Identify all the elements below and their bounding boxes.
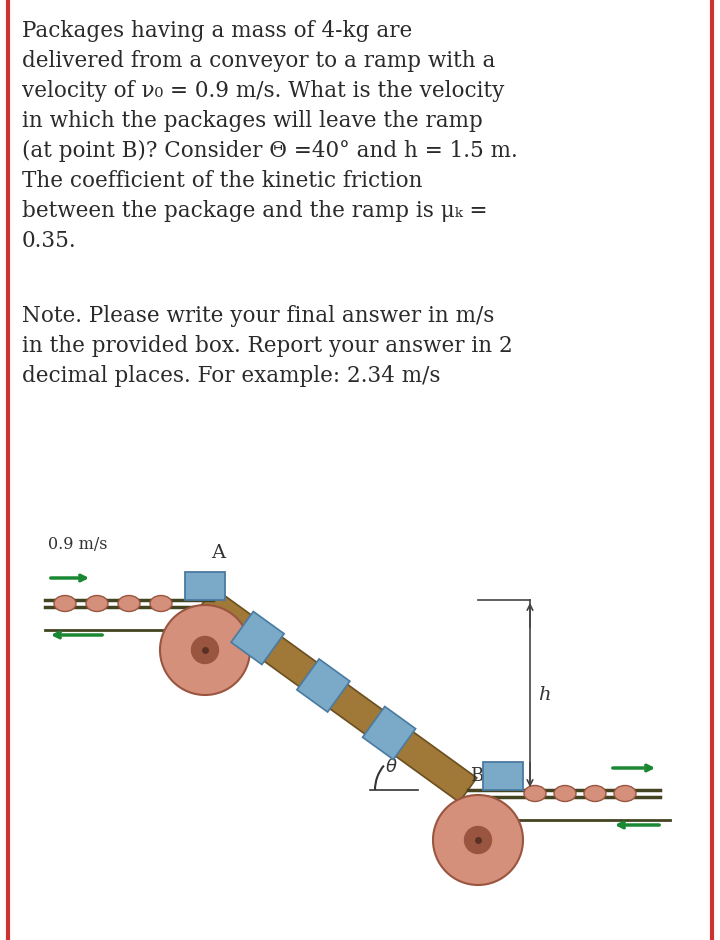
Ellipse shape <box>524 786 546 802</box>
Ellipse shape <box>150 596 172 612</box>
Ellipse shape <box>614 786 636 802</box>
Circle shape <box>192 636 218 664</box>
Text: B: B <box>470 767 483 785</box>
Ellipse shape <box>118 596 140 612</box>
Text: A: A <box>211 544 225 562</box>
Ellipse shape <box>584 786 606 802</box>
Circle shape <box>160 605 250 695</box>
Text: in which the packages will leave the ramp: in which the packages will leave the ram… <box>22 110 482 132</box>
Text: 0.35.: 0.35. <box>22 230 76 252</box>
Polygon shape <box>185 572 225 600</box>
Circle shape <box>464 826 492 854</box>
Polygon shape <box>197 588 477 802</box>
Text: $\theta$: $\theta$ <box>384 758 397 776</box>
Text: in the provided box. Report your answer in 2: in the provided box. Report your answer … <box>22 335 513 357</box>
Text: decimal places. For example: 2.34 m/s: decimal places. For example: 2.34 m/s <box>22 365 441 387</box>
Text: between the package and the ramp is μₖ =: between the package and the ramp is μₖ = <box>22 200 487 222</box>
Ellipse shape <box>86 596 108 612</box>
Text: Note. Please write your final answer in m/s: Note. Please write your final answer in … <box>22 305 495 327</box>
Text: delivered from a conveyor to a ramp with a: delivered from a conveyor to a ramp with… <box>22 50 495 72</box>
Text: velocity of ν₀ = 0.9 m/s. What is the velocity: velocity of ν₀ = 0.9 m/s. What is the ve… <box>22 80 505 102</box>
Text: (at point B)? Consider Θ =40° and h = 1.5 m.: (at point B)? Consider Θ =40° and h = 1.… <box>22 140 518 162</box>
Text: Packages having a mass of 4-kg are: Packages having a mass of 4-kg are <box>22 20 413 42</box>
Polygon shape <box>231 612 284 665</box>
Polygon shape <box>363 707 415 760</box>
Text: The coefficient of the kinetic friction: The coefficient of the kinetic friction <box>22 170 423 192</box>
Circle shape <box>433 795 523 885</box>
Text: 0.9 m/s: 0.9 m/s <box>48 536 107 553</box>
Ellipse shape <box>554 786 576 802</box>
Ellipse shape <box>54 596 76 612</box>
Polygon shape <box>297 659 350 712</box>
Polygon shape <box>483 762 523 790</box>
Text: h: h <box>538 686 551 704</box>
